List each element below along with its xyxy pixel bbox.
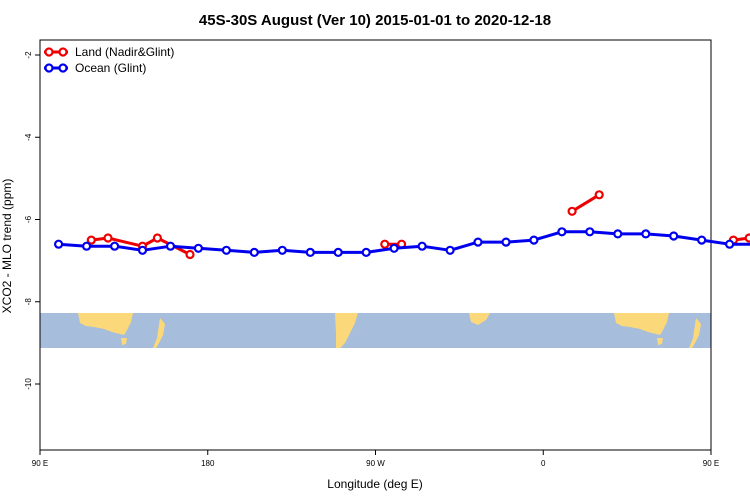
series-ocean-point bbox=[613, 229, 623, 239]
series-ocean-point bbox=[724, 239, 735, 249]
x-axis: 90 E 180 90 W 0 90 E bbox=[32, 450, 719, 468]
series-ocean-point bbox=[389, 243, 399, 253]
x-tick-label: 90 E bbox=[32, 459, 48, 468]
series-land-point bbox=[152, 233, 162, 243]
legend-ocean-marker-right bbox=[58, 63, 68, 73]
series-land-point bbox=[380, 239, 390, 249]
australia-landmass bbox=[78, 313, 133, 335]
legend-land-marker-left bbox=[44, 47, 54, 57]
x-tick-label: 180 bbox=[201, 459, 215, 468]
series-ocean-point bbox=[333, 247, 343, 257]
new-zealand-landmass-repeat bbox=[689, 318, 701, 348]
legend-ocean-label: Ocean (Glint) bbox=[75, 61, 146, 75]
x-tick-label: 0 bbox=[541, 459, 546, 468]
y-tick-label: -4 bbox=[24, 133, 33, 141]
y-tick-label: -8 bbox=[24, 298, 33, 306]
series-ocean-point bbox=[473, 237, 483, 247]
series-ocean bbox=[53, 227, 750, 257]
series-ocean-point bbox=[165, 241, 176, 251]
legend: Land (Nadir&Glint) Ocean (Glint) bbox=[44, 45, 174, 75]
y-tick-label: -6 bbox=[24, 215, 33, 223]
y-axis: -2 -4 -6 -8 -10 bbox=[24, 51, 40, 390]
series-land-point bbox=[185, 249, 195, 260]
legend-item-land: Land (Nadir&Glint) bbox=[44, 45, 174, 59]
tasmania-landmass-repeat bbox=[657, 338, 663, 345]
series-land-line bbox=[570, 193, 601, 213]
series-ocean-point bbox=[305, 247, 315, 257]
series-ocean-point bbox=[697, 235, 707, 245]
series-ocean-point bbox=[81, 241, 92, 251]
series-ocean-point bbox=[585, 227, 595, 237]
series-ocean-point bbox=[445, 245, 455, 255]
series-land-point bbox=[744, 233, 750, 243]
y-tick-label: -2 bbox=[24, 51, 33, 59]
series-ocean-point bbox=[361, 247, 371, 257]
y-tick-label: -10 bbox=[24, 378, 33, 390]
series-land-point bbox=[567, 206, 577, 216]
series-land-point bbox=[86, 235, 96, 245]
legend-ocean-marker-left bbox=[44, 63, 54, 73]
south-america-landmass bbox=[335, 313, 358, 348]
africa-landmass bbox=[469, 313, 490, 325]
series-ocean-point bbox=[501, 237, 511, 247]
tasmania-landmass bbox=[121, 338, 127, 345]
series-ocean-point bbox=[221, 245, 231, 255]
series-ocean-point bbox=[277, 245, 287, 255]
x-tick-label: 90 E bbox=[703, 459, 719, 468]
series-ocean-point bbox=[529, 235, 539, 245]
y-axis-label: XCO2 - MLO trend (ppm) bbox=[0, 179, 14, 314]
chart-title: 45S-30S August (Ver 10) 2015-01-01 to 20… bbox=[199, 12, 551, 29]
series-ocean-point bbox=[557, 227, 567, 237]
australia-landmass-repeat bbox=[614, 313, 669, 335]
series-ocean-point bbox=[193, 243, 203, 253]
series-ocean-point bbox=[669, 231, 679, 241]
series-land-point bbox=[103, 233, 113, 243]
legend-land-label: Land (Nadir&Glint) bbox=[75, 45, 174, 59]
x-tick-label: 90 W bbox=[366, 459, 385, 468]
series-layer bbox=[53, 190, 750, 260]
new-zealand-landmass bbox=[153, 318, 165, 348]
series-land-line bbox=[731, 236, 750, 242]
series-ocean-point bbox=[137, 245, 148, 255]
ocean-band bbox=[40, 313, 711, 348]
map-strip bbox=[40, 313, 711, 348]
legend-item-ocean: Ocean (Glint) bbox=[44, 61, 146, 75]
series-ocean-point bbox=[417, 241, 427, 251]
series-ocean-point bbox=[109, 241, 120, 251]
series-land-point bbox=[594, 190, 604, 200]
series-ocean-point bbox=[53, 239, 64, 249]
series-ocean-point bbox=[641, 229, 651, 239]
series-ocean-point bbox=[249, 247, 259, 257]
legend-land-marker-right bbox=[58, 47, 68, 57]
x-axis-label: Longitude (deg E) bbox=[327, 477, 422, 491]
